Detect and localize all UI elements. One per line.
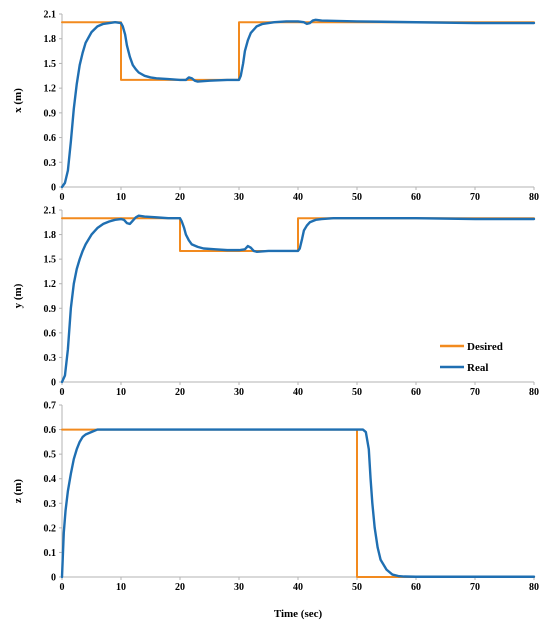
y-axis-title: z (m)	[12, 479, 24, 503]
legend-label-desired: Desired	[467, 341, 503, 353]
y-tick-label: 0.9	[44, 304, 57, 315]
x-tick-label: 20	[175, 582, 185, 593]
x-tick-label: 10	[116, 582, 126, 593]
x-tick-label: 50	[352, 387, 362, 398]
x-tick-label: 10	[116, 387, 126, 398]
y-tick-label: 0.6	[44, 328, 57, 339]
subplot-2: 0 0.3 0.6 0.9 1.2 1.5 1.8 2.1 0 10 20 30 40 50 60 70 80 y…	[12, 206, 539, 399]
x-tick-label: 40	[293, 582, 303, 593]
x-tick-label: 70	[470, 387, 480, 398]
x-tick-label: 40	[293, 387, 303, 398]
y-tick-label: 1.5	[44, 59, 57, 70]
series-line-real	[60, 18, 536, 189]
series-line-real	[60, 214, 536, 384]
y-tick-label: 0.1	[44, 548, 57, 559]
x-axis-title: Time (sec)	[274, 608, 323, 620]
y-tick-label: 0	[51, 183, 56, 194]
y-tick-label: 0.6	[44, 425, 57, 436]
legend-label-real: Real	[467, 362, 488, 374]
x-tick-label: 10	[116, 192, 126, 203]
y-tick-label: 1.2	[44, 279, 57, 290]
x-tick-label: 70	[470, 192, 480, 203]
y-tick-label: 0.3	[44, 353, 57, 364]
y-tick-label: 0.3	[44, 499, 57, 510]
subplot-1: 0 0.3 0.6 0.9 1.2 1.5 1.8 2.1 0 10 20 30 40 50 60 70 80 x…	[12, 10, 539, 204]
x-tick-label: 0	[60, 192, 65, 203]
x-tick-label: 20	[175, 192, 185, 203]
x-tick-label: 50	[352, 582, 362, 593]
x-tick-label: 30	[234, 192, 244, 203]
x-tick-label: 80	[529, 192, 539, 203]
subplot-3: 0 0.1 0.2 0.3 0.4 0.5 0.6 0.7 0 10 20 30 40 50 60 70 80 z…	[12, 401, 539, 594]
x-tick-label: 70	[470, 582, 480, 593]
series-line-real	[60, 428, 536, 579]
y-tick-label: 0	[51, 573, 56, 584]
y-axis-title: y (m)	[12, 283, 24, 308]
y-tick-label: 0.9	[44, 108, 57, 119]
y-tick-label: 1.8	[44, 34, 57, 45]
y-tick-label: 0.7	[44, 401, 57, 412]
y-tick-label: 0.2	[44, 523, 57, 534]
y-tick-label: 2.1	[44, 10, 57, 21]
x-tick-label: 0	[60, 387, 65, 398]
x-tick-label: 80	[529, 387, 539, 398]
x-tick-label: 0	[60, 582, 65, 593]
x-tick-label: 40	[293, 192, 303, 203]
y-tick-label: 0.6	[44, 133, 57, 144]
y-tick-label: 0	[51, 378, 56, 389]
y-tick-label: 0.3	[44, 158, 57, 169]
x-tick-label: 60	[411, 387, 421, 398]
x-tick-label: 80	[529, 582, 539, 593]
x-tick-label: 60	[411, 582, 421, 593]
y-tick-label: 1.2	[44, 84, 57, 95]
subplots: 00.30.60.91.21.51.82.10 10 20 30 40 50 60 70 80x…	[12, 10, 539, 594]
y-tick-label: 0.4	[44, 474, 57, 485]
y-tick-label: 1.8	[44, 230, 57, 241]
x-tick-label: 30	[234, 387, 244, 398]
x-tick-label: 20	[175, 387, 185, 398]
x-tick-label: 30	[234, 582, 244, 593]
x-tick-label: 60	[411, 192, 421, 203]
y-axis-title: x (m)	[12, 88, 24, 113]
y-tick-label: 0.5	[44, 450, 57, 461]
y-tick-label: 2.1	[44, 206, 57, 217]
x-tick-label: 50	[352, 192, 362, 203]
y-tick-label: 1.5	[44, 255, 57, 266]
legend: Desired Real	[440, 341, 503, 374]
